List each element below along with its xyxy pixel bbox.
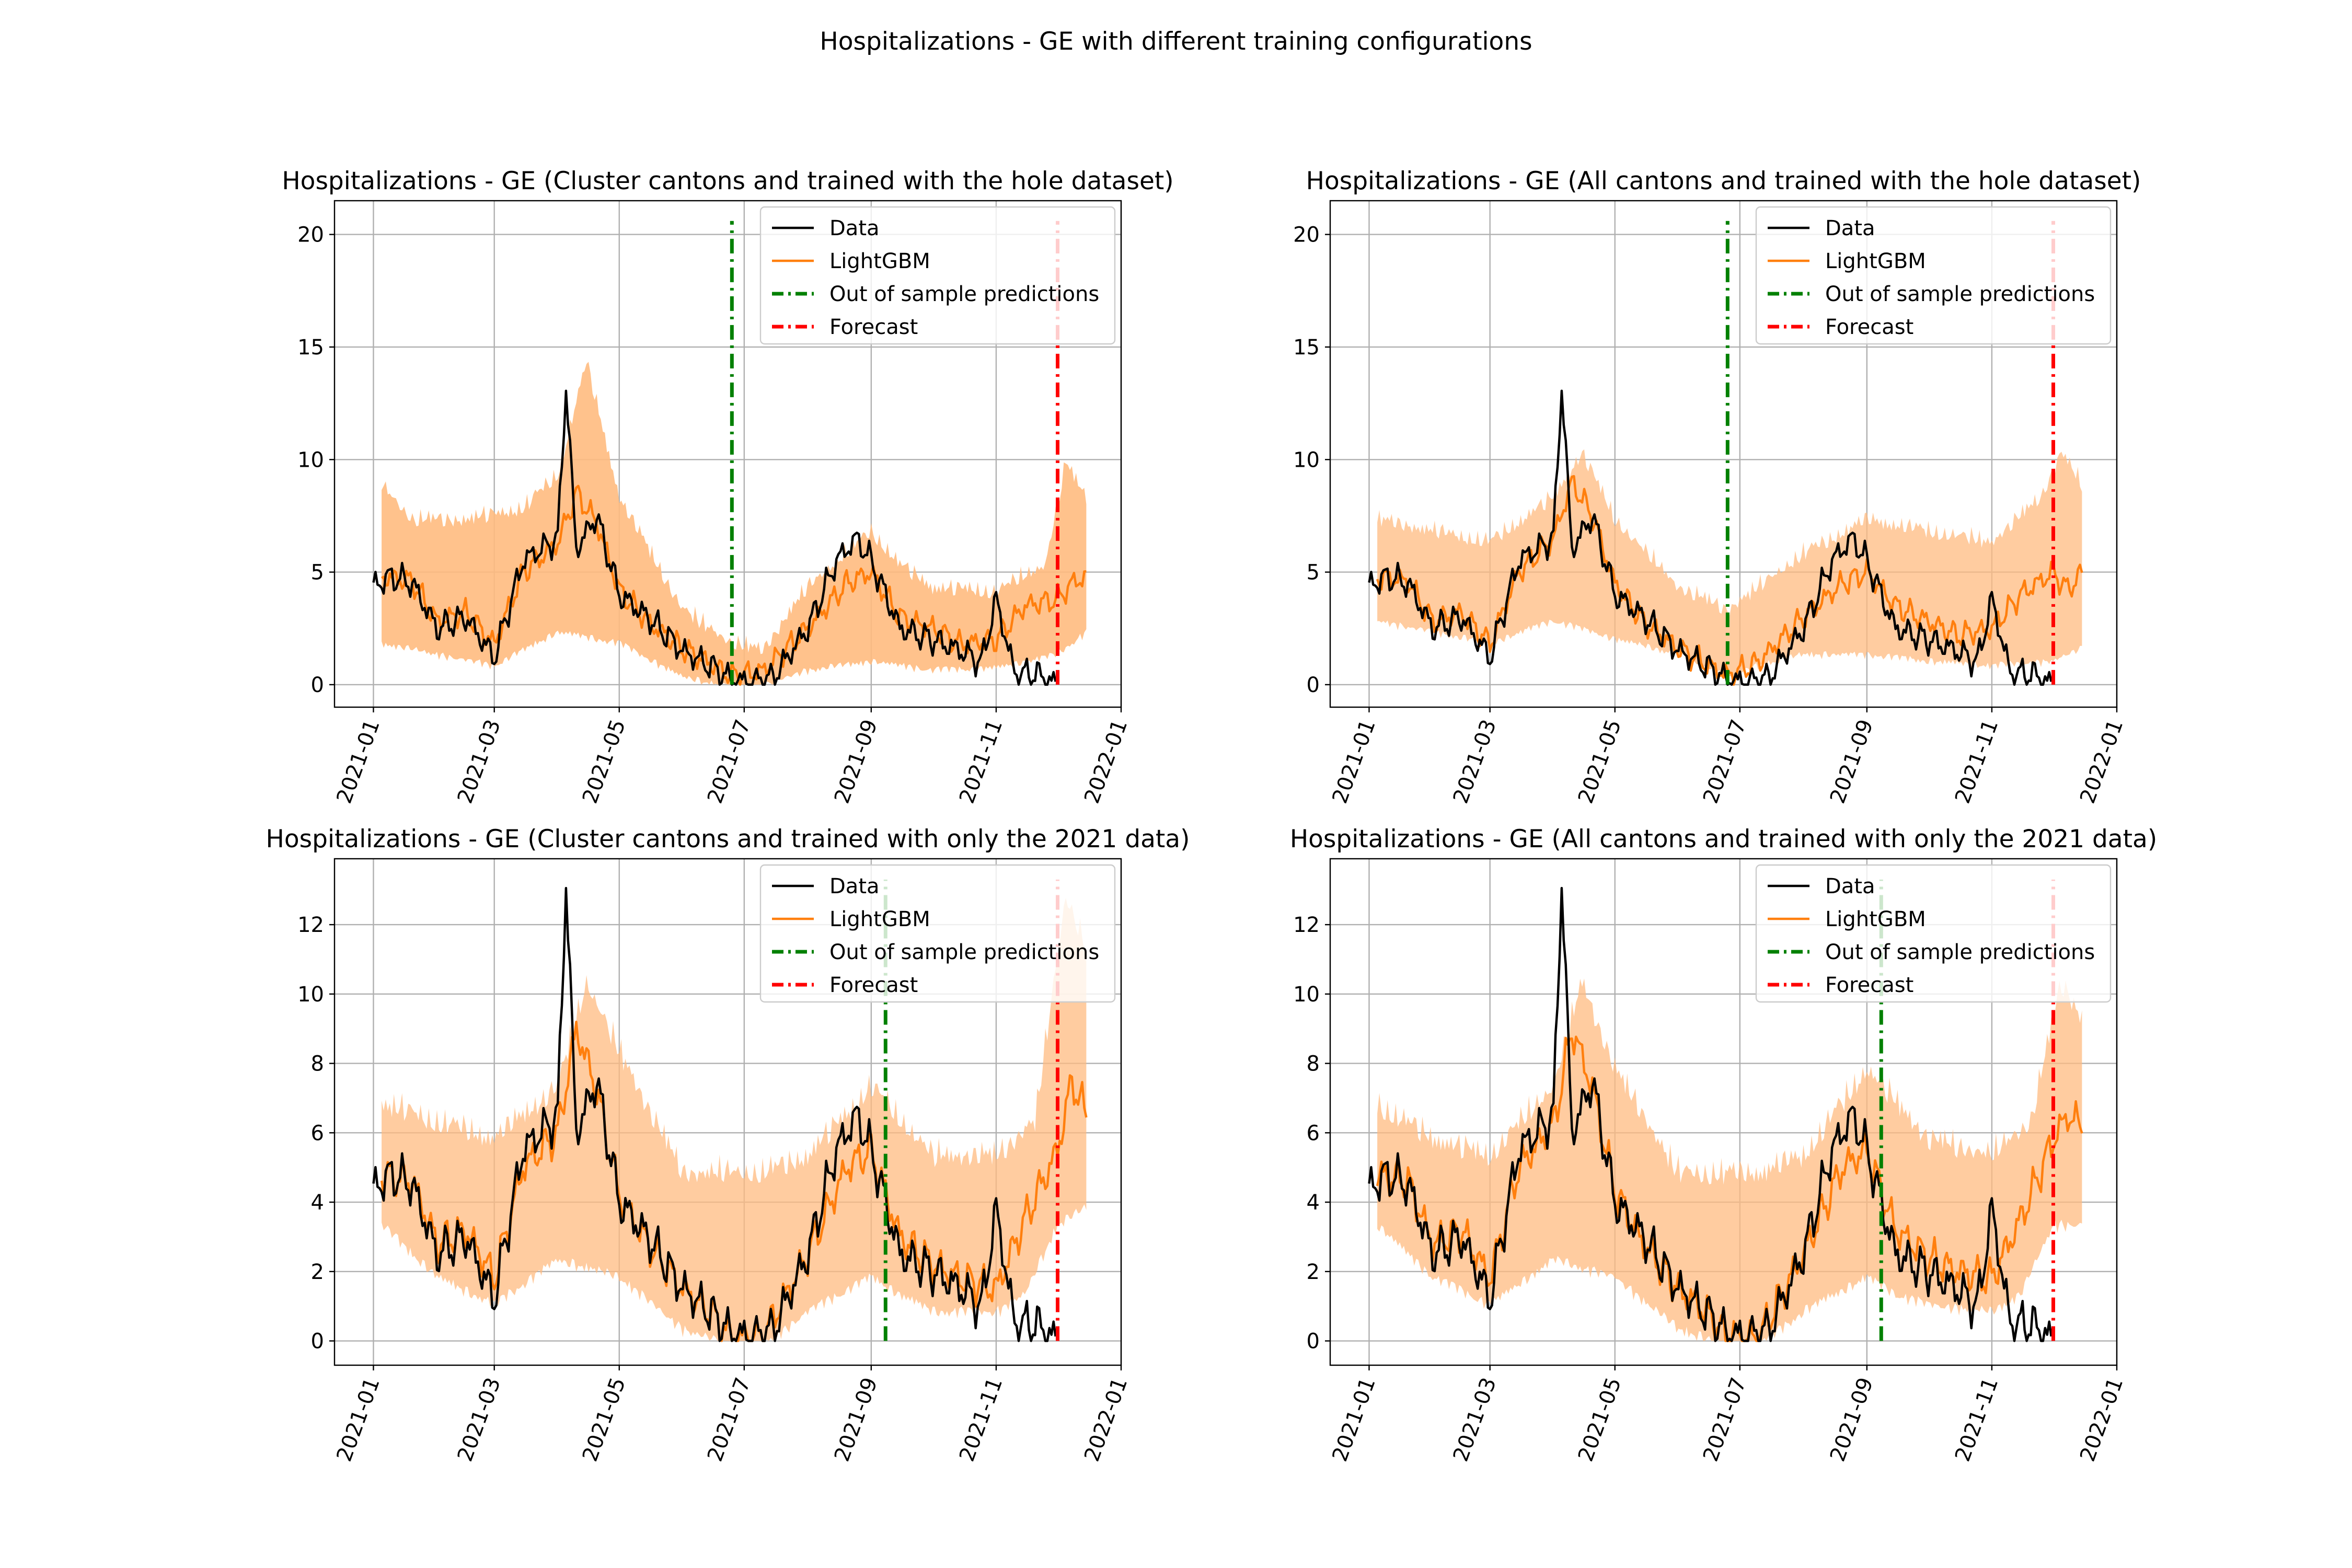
subplot-3: Hospitalizations - GE (Cluster cantons a… <box>266 825 1190 1465</box>
legend-label: Forecast <box>829 315 918 339</box>
legend-label: Out of sample predictions <box>1825 940 2095 964</box>
legend-label: LightGBM <box>829 249 930 273</box>
legend-label: Forecast <box>1825 973 1913 997</box>
subplot-title: Hospitalizations - GE (Cluster cantons a… <box>282 167 1173 195</box>
y-tick-label: 10 <box>1293 983 1320 1007</box>
legend-label: Out of sample predictions <box>1825 282 2095 306</box>
legend-label: LightGBM <box>1825 907 1926 931</box>
legend-box <box>759 206 1116 345</box>
y-tick-label: 0 <box>311 1330 324 1354</box>
subplot-4: Hospitalizations - GE (All cantons and t… <box>1290 825 2157 1465</box>
legend-label: Forecast <box>1825 315 1913 339</box>
legend-label: LightGBM <box>1825 249 1926 273</box>
subplot-1: Hospitalizations - GE (Cluster cantons a… <box>282 167 1173 806</box>
lightgbm-series-line <box>1376 1035 2083 1342</box>
axes-frame <box>333 200 1122 708</box>
data-series-line <box>372 389 1057 686</box>
legend-box <box>1755 206 2112 345</box>
data-series-line <box>372 886 1057 1342</box>
y-tick-label: 2 <box>311 1260 324 1284</box>
y-tick-label: 10 <box>297 983 324 1007</box>
y-tick-label: 8 <box>311 1052 324 1076</box>
legend-label: Data <box>829 874 880 898</box>
y-tick-label: 15 <box>1293 336 1320 360</box>
y-tick-label: 5 <box>311 561 324 585</box>
axes-frame <box>1329 200 2118 708</box>
y-tick-label: 12 <box>1293 913 1320 937</box>
y-tick-label: 0 <box>1307 1330 1320 1354</box>
subplot-title: Hospitalizations - GE (All cantons and t… <box>1290 825 2157 854</box>
y-tick-label: 5 <box>1307 561 1320 585</box>
legend-label: LightGBM <box>829 907 930 931</box>
axes-frame <box>333 858 1122 1366</box>
y-tick-label: 20 <box>297 223 324 247</box>
y-tick-label: 6 <box>1307 1121 1320 1145</box>
y-tick-label: 4 <box>1307 1191 1320 1215</box>
y-tick-label: 0 <box>1307 673 1320 697</box>
figure-title: Hospitalizations - GE with different tra… <box>820 27 1532 56</box>
legend-label: Data <box>829 216 880 240</box>
legend-label: Forecast <box>829 973 918 997</box>
legend-label: Data <box>1825 874 1875 898</box>
legend-box <box>1755 864 2112 1003</box>
y-tick-label: 8 <box>1307 1052 1320 1076</box>
y-tick-label: 0 <box>311 673 324 697</box>
prediction-interval-band <box>382 897 1087 1341</box>
data-series-line <box>1368 389 2053 686</box>
legend: Data LightGBM Out of sample predictions For… <box>1755 206 2112 345</box>
y-tick-label: 10 <box>297 448 324 472</box>
legend: Data LightGBM Out of sample predictions For… <box>759 864 1116 1003</box>
y-tick-label: 12 <box>297 913 324 937</box>
y-tick-label: 6 <box>311 1121 324 1145</box>
legend: Data LightGBM Out of sample predictions For… <box>1755 864 2112 1003</box>
y-tick-label: 20 <box>1293 223 1320 247</box>
y-tick-label: 15 <box>297 336 324 360</box>
legend-box <box>759 864 1116 1003</box>
subplot-title: Hospitalizations - GE (All cantons and t… <box>1306 167 2141 195</box>
y-tick-label: 4 <box>311 1191 324 1215</box>
prediction-interval-band <box>382 362 1087 685</box>
subplot-title: Hospitalizations - GE (Cluster cantons a… <box>266 825 1190 854</box>
legend: Data LightGBM Out of sample predictions For… <box>759 206 1116 345</box>
legend-label: Out of sample predictions <box>829 282 1099 306</box>
legend-label: Out of sample predictions <box>829 940 1099 964</box>
axes-frame <box>1329 858 2118 1366</box>
y-tick-label: 2 <box>1307 1260 1320 1284</box>
data-series-line <box>1368 886 2053 1342</box>
legend-label: Data <box>1825 216 1875 240</box>
y-tick-label: 10 <box>1293 448 1320 472</box>
